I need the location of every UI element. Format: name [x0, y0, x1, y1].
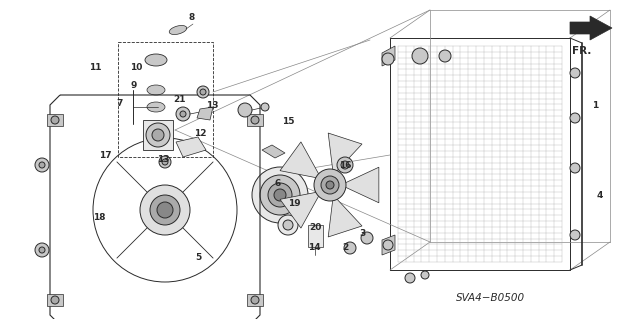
Circle shape: [251, 116, 259, 124]
Polygon shape: [382, 46, 395, 66]
Circle shape: [361, 232, 373, 244]
Circle shape: [570, 113, 580, 123]
Ellipse shape: [169, 26, 187, 34]
Circle shape: [341, 161, 349, 169]
Circle shape: [150, 195, 180, 225]
Text: 20: 20: [309, 224, 321, 233]
Bar: [308, 225, 323, 247]
Circle shape: [238, 103, 252, 117]
Circle shape: [421, 271, 429, 279]
Text: 4: 4: [597, 190, 603, 199]
Text: 6: 6: [275, 179, 281, 188]
Circle shape: [39, 162, 45, 168]
Circle shape: [260, 175, 300, 215]
Text: 10: 10: [130, 63, 142, 72]
Circle shape: [570, 163, 580, 173]
Polygon shape: [280, 192, 321, 228]
Text: SVA4−B0500: SVA4−B0500: [456, 293, 525, 303]
Polygon shape: [280, 142, 321, 178]
Polygon shape: [382, 235, 395, 255]
Circle shape: [382, 53, 394, 65]
Circle shape: [251, 296, 259, 304]
Circle shape: [383, 240, 393, 250]
Circle shape: [252, 167, 308, 223]
Text: 7: 7: [117, 99, 123, 108]
Circle shape: [405, 273, 415, 283]
Circle shape: [274, 189, 286, 201]
Text: 16: 16: [339, 160, 351, 169]
Circle shape: [162, 159, 168, 165]
Bar: [118, 42, 213, 157]
Circle shape: [51, 116, 59, 124]
Polygon shape: [328, 196, 362, 237]
Text: 13: 13: [205, 100, 218, 109]
Circle shape: [176, 107, 190, 121]
Text: 21: 21: [173, 95, 186, 105]
Circle shape: [268, 183, 292, 207]
Circle shape: [197, 86, 209, 98]
Text: 3: 3: [359, 229, 365, 239]
Circle shape: [152, 129, 164, 141]
Polygon shape: [47, 114, 63, 126]
Circle shape: [159, 156, 171, 168]
Circle shape: [157, 202, 173, 218]
Ellipse shape: [147, 85, 165, 95]
Circle shape: [200, 89, 206, 95]
Circle shape: [344, 242, 356, 254]
Circle shape: [140, 185, 190, 235]
Text: 12: 12: [194, 129, 206, 137]
Polygon shape: [247, 114, 263, 126]
Circle shape: [412, 48, 428, 64]
Text: 15: 15: [282, 117, 294, 127]
Polygon shape: [570, 16, 612, 40]
Ellipse shape: [145, 54, 167, 66]
Text: FR.: FR.: [572, 46, 591, 56]
Polygon shape: [176, 137, 206, 157]
Text: 9: 9: [131, 81, 137, 91]
Text: 1: 1: [592, 100, 598, 109]
Circle shape: [261, 103, 269, 111]
Circle shape: [337, 157, 353, 173]
Text: 5: 5: [195, 254, 201, 263]
Text: 14: 14: [308, 243, 320, 253]
Circle shape: [321, 176, 339, 194]
Polygon shape: [197, 107, 213, 120]
Circle shape: [570, 68, 580, 78]
Polygon shape: [328, 133, 362, 174]
Circle shape: [146, 123, 170, 147]
Text: 19: 19: [288, 199, 300, 209]
Circle shape: [39, 247, 45, 253]
Circle shape: [314, 169, 346, 201]
Circle shape: [51, 296, 59, 304]
Circle shape: [35, 158, 49, 172]
Circle shape: [35, 243, 49, 257]
Polygon shape: [47, 294, 63, 306]
Circle shape: [283, 220, 293, 230]
Text: 8: 8: [189, 12, 195, 21]
Polygon shape: [262, 145, 285, 158]
Text: 13: 13: [157, 155, 169, 165]
Circle shape: [439, 50, 451, 62]
Polygon shape: [247, 294, 263, 306]
Circle shape: [570, 230, 580, 240]
Text: 11: 11: [89, 63, 101, 72]
Ellipse shape: [147, 102, 165, 112]
Circle shape: [180, 111, 186, 117]
Polygon shape: [342, 167, 379, 203]
Text: 2: 2: [342, 243, 348, 253]
Circle shape: [326, 181, 334, 189]
Polygon shape: [143, 120, 173, 150]
Text: 18: 18: [93, 213, 105, 222]
Text: 17: 17: [99, 151, 111, 160]
Circle shape: [278, 215, 298, 235]
